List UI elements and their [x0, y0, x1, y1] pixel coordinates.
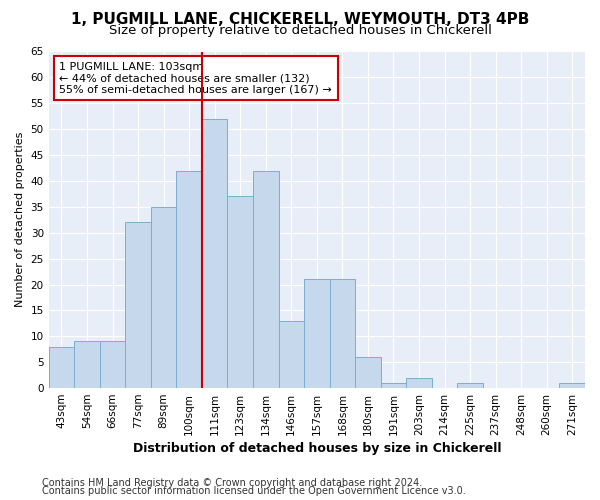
Bar [100, 342, 125, 388]
Bar [227, 196, 253, 388]
Bar [355, 357, 380, 388]
Bar [457, 383, 483, 388]
Bar [559, 383, 585, 388]
Bar [329, 280, 355, 388]
Bar [176, 170, 202, 388]
Bar [74, 342, 100, 388]
Bar [49, 346, 74, 388]
Text: Size of property relative to detached houses in Chickerell: Size of property relative to detached ho… [109, 24, 491, 37]
Text: 1 PUGMILL LANE: 103sqm
← 44% of detached houses are smaller (132)
55% of semi-de: 1 PUGMILL LANE: 103sqm ← 44% of detached… [59, 62, 332, 95]
Bar [125, 222, 151, 388]
Bar [253, 170, 278, 388]
Bar [202, 119, 227, 388]
Y-axis label: Number of detached properties: Number of detached properties [15, 132, 25, 308]
Bar [151, 207, 176, 388]
Bar [406, 378, 432, 388]
Bar [380, 383, 406, 388]
Text: 1, PUGMILL LANE, CHICKERELL, WEYMOUTH, DT3 4PB: 1, PUGMILL LANE, CHICKERELL, WEYMOUTH, D… [71, 12, 529, 28]
X-axis label: Distribution of detached houses by size in Chickerell: Distribution of detached houses by size … [133, 442, 501, 455]
Bar [304, 280, 329, 388]
Text: Contains HM Land Registry data © Crown copyright and database right 2024.: Contains HM Land Registry data © Crown c… [42, 478, 422, 488]
Text: Contains public sector information licensed under the Open Government Licence v3: Contains public sector information licen… [42, 486, 466, 496]
Bar [278, 321, 304, 388]
